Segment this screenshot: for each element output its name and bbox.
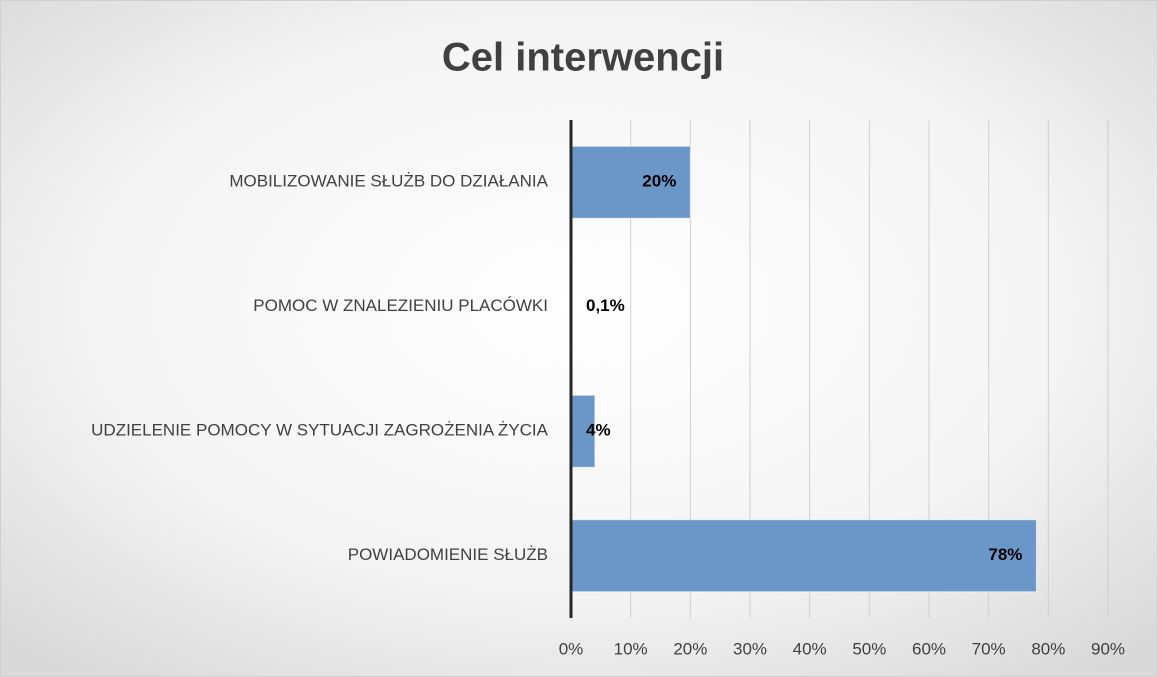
x-tick-label: 70% — [972, 639, 1006, 658]
bar — [570, 519, 1037, 593]
data-label: 78% — [988, 545, 1022, 564]
y-tick-label: MOBILIZOWANIE SŁUŻB DO DZIAŁANIA — [229, 172, 548, 191]
x-tick-label: 30% — [733, 639, 767, 658]
x-tick-label: 60% — [912, 639, 946, 658]
data-label: 20% — [642, 172, 676, 191]
y-tick-label: UDZIELENIE POMOCY W SYTUACJI ZAGROŻENIA … — [91, 421, 549, 440]
y-tick-label: POWIADOMIENIE SŁUŻB — [348, 545, 548, 564]
x-tick-label: 10% — [614, 639, 648, 658]
x-tick-label: 80% — [1031, 639, 1065, 658]
data-label: 0,1% — [586, 296, 625, 315]
data-label: 4% — [586, 421, 611, 440]
x-tick-label: 0% — [559, 639, 584, 658]
y-tick-label: POMOC W ZNALEZIENIU PLACÓWKI — [253, 296, 548, 315]
x-tick-label: 50% — [852, 639, 886, 658]
x-tick-label: 90% — [1091, 639, 1125, 658]
x-tick-label: 20% — [673, 639, 707, 658]
x-tick-label: 40% — [793, 639, 827, 658]
chart-title: Cel interwencji — [442, 36, 724, 80]
